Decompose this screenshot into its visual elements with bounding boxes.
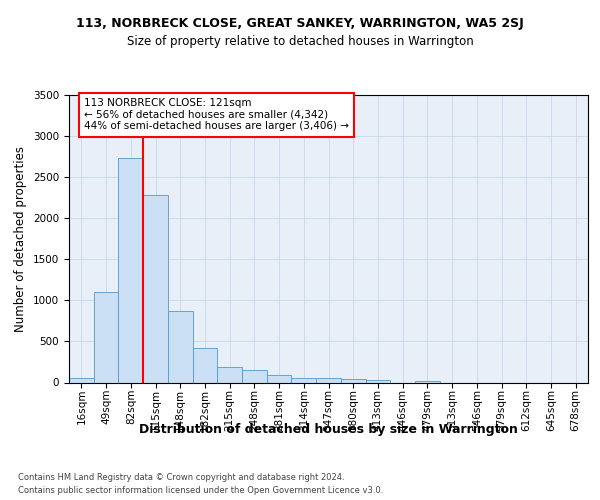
Bar bbox=[292, 378, 316, 382]
Text: Contains public sector information licensed under the Open Government Licence v3: Contains public sector information licen… bbox=[18, 486, 383, 495]
Bar bbox=[118, 158, 143, 382]
Bar bbox=[415, 381, 440, 382]
Bar bbox=[365, 380, 390, 382]
Text: Contains HM Land Registry data © Crown copyright and database right 2024.: Contains HM Land Registry data © Crown c… bbox=[18, 472, 344, 482]
Text: Distribution of detached houses by size in Warrington: Distribution of detached houses by size … bbox=[139, 422, 518, 436]
Bar bbox=[217, 368, 242, 382]
Bar bbox=[341, 379, 365, 382]
Bar bbox=[193, 348, 217, 382]
Bar bbox=[168, 311, 193, 382]
Bar bbox=[69, 378, 94, 382]
Bar bbox=[94, 292, 118, 382]
Y-axis label: Number of detached properties: Number of detached properties bbox=[14, 146, 28, 332]
Bar bbox=[316, 378, 341, 382]
Bar bbox=[267, 375, 292, 382]
Text: 113, NORBRECK CLOSE, GREAT SANKEY, WARRINGTON, WA5 2SJ: 113, NORBRECK CLOSE, GREAT SANKEY, WARRI… bbox=[76, 18, 524, 30]
Text: Size of property relative to detached houses in Warrington: Size of property relative to detached ho… bbox=[127, 35, 473, 48]
Bar bbox=[242, 370, 267, 382]
Bar bbox=[143, 195, 168, 382]
Text: 113 NORBRECK CLOSE: 121sqm
← 56% of detached houses are smaller (4,342)
44% of s: 113 NORBRECK CLOSE: 121sqm ← 56% of deta… bbox=[84, 98, 349, 132]
